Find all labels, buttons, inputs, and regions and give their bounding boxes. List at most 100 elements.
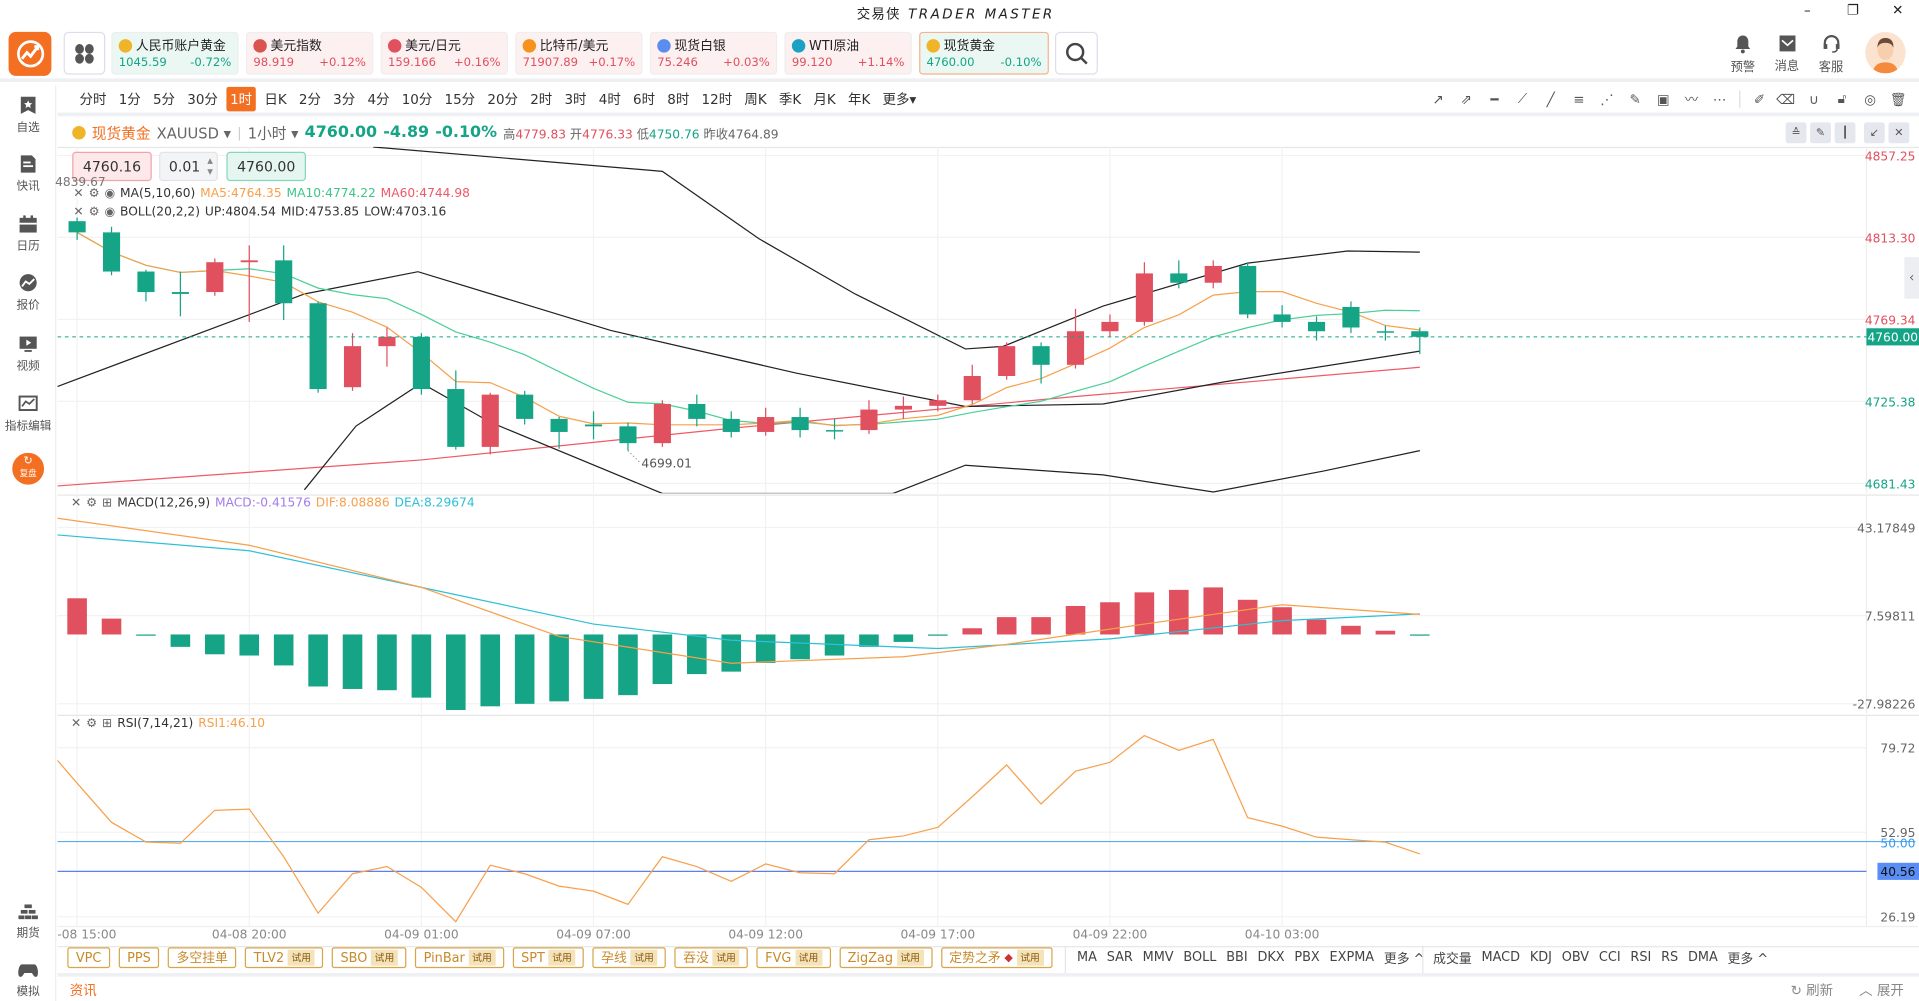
sidebar-item-indicator-edit[interactable]: 指标编辑 xyxy=(0,394,56,433)
period-2[interactable]: 5分 xyxy=(152,91,176,108)
settings-icon[interactable]: ⚙ xyxy=(86,717,98,731)
sub-indicator-tab[interactable]: RS xyxy=(1661,949,1679,965)
interval-dropdown[interactable]: 1小时 ▾ xyxy=(247,124,299,142)
period-0[interactable]: 分时 xyxy=(79,91,107,108)
main-indicator-tab[interactable]: SAR xyxy=(1106,949,1133,965)
user-avatar[interactable] xyxy=(1865,31,1906,74)
search-button[interactable] xyxy=(1055,31,1098,75)
main-indicator-tab[interactable]: 更多 ^ xyxy=(1383,952,1425,967)
close-button[interactable]: ✕ xyxy=(1892,2,1904,19)
sub-indicator-tab[interactable]: CCI xyxy=(1598,949,1621,965)
period-13[interactable]: 3时 xyxy=(564,91,587,108)
segment-icon[interactable]: ╱ xyxy=(1546,91,1555,108)
indicator-button[interactable]: SPT 试用 xyxy=(512,947,585,969)
gann-fan-icon[interactable]: ⋰ xyxy=(1600,91,1614,108)
indicator-button[interactable]: 孕线 试用 xyxy=(592,947,667,969)
period-3[interactable]: 30分 xyxy=(187,91,218,108)
sell-price-button[interactable]: 4760.16 xyxy=(72,151,152,182)
expand-box-icon[interactable]: ⊞ xyxy=(102,496,113,511)
sidebar-item-news[interactable]: 快讯 xyxy=(0,154,56,193)
main-indicator-tab[interactable]: BBI xyxy=(1226,949,1248,965)
period-7[interactable]: 3分 xyxy=(333,91,356,108)
indicator-button[interactable]: 吞没 试用 xyxy=(674,947,749,969)
price-chart[interactable]: 4857.25 4813.30 4769.34 4725.38 4681.43 4760.… xyxy=(57,146,1919,494)
sidebar-item-replay[interactable]: ↻ 复盘 xyxy=(12,452,45,485)
quote-card[interactable]: WTI原油 99.120 +1.14% xyxy=(784,31,912,75)
edit-note-icon[interactable]: ✐ xyxy=(1739,90,1766,108)
period-12[interactable]: 2时 xyxy=(530,91,553,108)
messages-button[interactable]: 消息 xyxy=(1769,34,1806,73)
sidebar-item-simulation[interactable]: 模拟 xyxy=(0,962,56,999)
lot-size-input[interactable]: 0.01 ▲ ▼ xyxy=(159,151,218,182)
fibonacci-icon[interactable]: ≡ xyxy=(1573,91,1585,108)
remove-indicator-icon[interactable]: ✕ xyxy=(73,205,84,220)
expand-button[interactable]: ︿ 展开 xyxy=(1859,980,1904,1000)
eye-icon[interactable]: ◎ xyxy=(1864,91,1876,108)
period-19[interactable]: 季K xyxy=(778,91,802,108)
indicator-button[interactable]: 定势之矛 ◆ 试用 xyxy=(940,947,1053,969)
sub-indicator-tab[interactable]: KDJ xyxy=(1529,949,1552,965)
indicator-button[interactable]: ZigZag 试用 xyxy=(839,947,933,969)
sub-indicator-tab[interactable]: RSI xyxy=(1630,949,1652,965)
indicator-button[interactable]: 多空挂单 xyxy=(167,947,237,969)
close-chart-icon[interactable]: ✕ xyxy=(1888,122,1910,144)
more-tools-icon[interactable]: ⋯ xyxy=(1712,91,1727,108)
settings-icon[interactable]: ⚙ xyxy=(88,205,100,220)
quote-card[interactable]: 美元/日元 159.166 +0.16% xyxy=(380,31,508,75)
period-10[interactable]: 15分 xyxy=(444,91,476,108)
symbol-name[interactable]: 现货黄金 xyxy=(91,124,151,142)
sub-indicator-tab[interactable]: MACD xyxy=(1481,949,1521,965)
sub-indicator-tab[interactable]: OBV xyxy=(1561,949,1590,965)
polyline-icon[interactable]: ⟋ xyxy=(1517,90,1528,107)
main-indicator-tab[interactable]: MA xyxy=(1077,949,1097,965)
settings-icon[interactable]: ⚙ xyxy=(88,187,100,201)
period-17[interactable]: 12时 xyxy=(701,91,733,108)
indicator-button[interactable]: TLV2 试用 xyxy=(245,947,324,969)
period-9[interactable]: 10分 xyxy=(401,91,433,108)
draw-pen-icon[interactable]: ✎ xyxy=(1810,122,1831,144)
rsi-chart[interactable]: 79.72 52.95 26.19 50.00 40.56 -08 15:00 04-08 … xyxy=(57,715,1919,946)
quote-card[interactable]: 比特币/美元 71907.89 +0.17% xyxy=(515,31,643,75)
sidebar-item-watchlist[interactable]: 自选 xyxy=(0,95,56,135)
buy-price-button[interactable]: 4760.00 xyxy=(226,151,306,182)
lock-icon[interactable]: 🔓︎ xyxy=(1837,90,1847,107)
indicator-button[interactable]: PPS xyxy=(118,947,160,969)
alerts-button[interactable]: 预警 xyxy=(1724,34,1761,75)
main-indicator-tab[interactable]: PBX xyxy=(1294,949,1320,965)
indicator-toggle-icon[interactable]: ≙ xyxy=(1785,122,1807,144)
candle-style-icon[interactable]: ┃ xyxy=(1834,122,1856,144)
period-16[interactable]: 8时 xyxy=(667,91,690,108)
period-11[interactable]: 20分 xyxy=(487,91,518,108)
expand-box-icon[interactable]: ⊞ xyxy=(102,717,113,731)
period-5[interactable]: 日K xyxy=(264,91,287,108)
period-15[interactable]: 6时 xyxy=(633,91,656,108)
indicator-button[interactable]: FVG 试用 xyxy=(756,947,831,969)
sidebar-item-calendar[interactable]: 日历 xyxy=(0,214,56,253)
support-button[interactable]: 客服 xyxy=(1813,34,1850,75)
quote-card[interactable]: 现货白银 75.246 +0.03% xyxy=(649,31,778,75)
indicator-button[interactable]: PinBar 试用 xyxy=(415,947,504,969)
quote-card[interactable]: 美元指数 98.919 +0.12% xyxy=(246,31,374,75)
remove-indicator-icon[interactable]: ✕ xyxy=(70,496,82,511)
main-indicator-tab[interactable]: EXPMA xyxy=(1329,949,1375,965)
period-20[interactable]: 月K xyxy=(813,91,836,108)
brush-icon[interactable]: ✎ xyxy=(1629,91,1641,108)
indicator-button[interactable]: VPC xyxy=(67,947,110,969)
macd-chart[interactable]: 43.17849 7.59811 -27.98226 xyxy=(57,495,1919,714)
shrink-icon[interactable]: ↙ xyxy=(1863,122,1885,144)
maximize-button[interactable]: ❐ xyxy=(1846,2,1859,19)
horizontal-line-icon[interactable]: ━ xyxy=(1490,91,1499,108)
sidebar-item-video[interactable]: 视频 xyxy=(0,334,56,373)
visibility-eye-icon[interactable]: ◉ xyxy=(104,187,116,201)
indicator-button[interactable]: SBO 试用 xyxy=(331,947,407,969)
period-14[interactable]: 4时 xyxy=(598,91,621,108)
collapse-panel-button[interactable]: ‹ xyxy=(1904,257,1919,299)
quote-card[interactable]: 人民币账户黄金 1045.59 -0.72% xyxy=(111,31,239,75)
sub-indicator-tab[interactable]: 成交量 xyxy=(1433,952,1472,967)
minimize-button[interactable]: – xyxy=(1804,2,1811,19)
main-indicator-tab[interactable]: DKX xyxy=(1257,949,1285,965)
stepper-arrows-icon[interactable]: ▲ ▼ xyxy=(207,156,213,177)
period-1[interactable]: 1分 xyxy=(118,91,141,108)
magnet-icon[interactable]: ∪ xyxy=(1808,91,1819,108)
sub-indicator-tab[interactable]: 更多 ^ xyxy=(1727,952,1769,967)
